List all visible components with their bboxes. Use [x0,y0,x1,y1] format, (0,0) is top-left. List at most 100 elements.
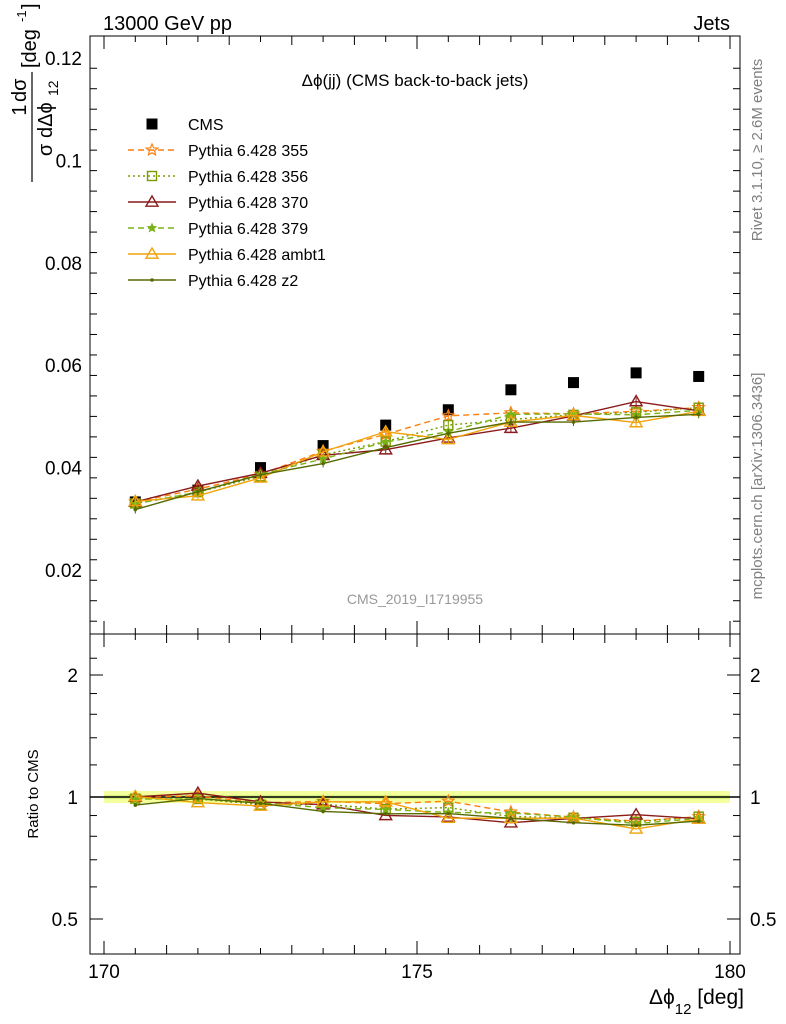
main-y-ticks: 0.02 0.04 0.06 0.08 0.1 0.12 [45,49,740,622]
series-marker [503,414,519,427]
energy-label: 13000 GeV pp [103,13,232,35]
ratio-marker [446,811,451,816]
legend: CMS Pythia 6.428 355 Pythia 6.428 356 Pythi… [128,117,326,290]
ratio-marker [383,812,388,816]
ratio-marker [628,821,644,834]
svg-text:-1: -1 [14,10,29,22]
ratio-marker [253,798,268,811]
x-tick-label: 180 [714,962,746,983]
data-point [630,367,642,379]
y-tick-label: 0.02 [45,561,82,582]
series-marker [383,445,388,450]
legend-marker [144,142,160,157]
series-marker [196,489,200,494]
series-line [135,409,699,505]
ratio-marker [378,794,393,807]
series-line [135,400,699,503]
main-series-group [128,367,706,514]
analysis-label: CMS_2019_I1719955 [347,591,483,607]
x-tick-label: 170 [88,962,120,983]
series-marker [571,420,576,424]
data-point [505,384,517,396]
legend-marker [146,222,158,233]
series-line [135,413,699,511]
ratio-marker [196,796,200,801]
ratio-marker [503,815,519,828]
y-tick-label: 0.12 [45,49,82,70]
series-marker [441,408,456,422]
x-ticks: 170 175 180 [88,36,746,983]
legend-label: Pythia 6.428 ambt1 [188,247,326,264]
series-marker [446,431,451,436]
legend-label: Pythia 6.428 356 [188,169,308,186]
series-marker [628,394,644,407]
legend-marker [146,170,158,182]
y-tick-label: 0.06 [45,356,82,377]
legend-label: CMS [188,117,224,134]
series-marker [503,420,519,434]
ratio-plot-frame [89,633,741,955]
series-marker [133,507,138,512]
svg-text:[deg: [deg [19,29,41,68]
ratio-tick-label-right: 2 [750,666,761,687]
svg-text:dΔϕ: dΔϕ [35,102,57,138]
ratio-tick-label: 2 [67,666,78,687]
series-marker [190,488,206,501]
data-point [693,370,705,382]
legend-marker [144,246,160,259]
legend-label: Pythia 6.428 379 [188,221,308,238]
y-tick-label: 0.04 [45,459,82,480]
series-line [135,406,699,503]
legend-marker [144,194,160,207]
series-marker [628,415,644,428]
ratio-marker [696,819,701,823]
ratio-marker [380,804,391,814]
x-tick-label: 175 [401,962,433,983]
ratio-marker [315,794,331,807]
ratio-marker [571,820,576,825]
x-axis-label: Δϕ12 [deg] [649,986,744,1018]
series-marker [378,424,393,437]
ratio-marker [133,803,138,807]
series-marker [315,444,331,457]
ratio-series-line [135,797,699,827]
rivet-version-label: Rivet 3.1.10, ≥ 2.6M events [749,59,766,242]
series-line [135,410,699,503]
y-axis-label: 1 dσ σ dΔϕ 12 [deg -1 ] [9,3,61,182]
legend-marker [146,118,158,130]
series-marker [258,472,263,477]
legend-label: Pythia 6.428 355 [188,143,308,160]
ratio-marker [441,793,456,808]
svg-text:dσ: dσ [9,78,31,102]
ratio-tick-label: 1 [67,788,78,809]
svg-text:]: ] [19,3,41,9]
process-label: Jets [693,13,730,35]
series-marker [634,415,638,420]
legend-label: Pythia 6.428 z2 [188,273,298,290]
plot-title: Δϕ(jj) (CMS back-to-back jets) [302,71,529,90]
ratio-marker [190,795,206,808]
ratio-marker [258,801,263,806]
legend-label: Pythia 6.428 370 [188,195,308,212]
mcplots-label: mcplots.cern.ch [arXiv:1306.3436] [749,373,766,600]
series-marker [441,432,456,445]
series-marker [509,420,513,424]
series-marker [321,461,325,466]
series-line [135,406,699,505]
ratio-tick-label-right: 1 [750,788,761,809]
ratio-tick-label: 0.5 [52,910,78,931]
svg-text:12: 12 [45,80,61,96]
svg-text:Δϕ12 [deg]: Δϕ12 [deg] [649,986,744,1018]
ratio-tick-label-right: 0.5 [750,910,776,931]
data-point [568,377,579,389]
ratio-marker [691,811,706,824]
ratio-series-group [128,785,706,834]
y-tick-label: 0.1 [56,151,82,172]
ratio-y-label: Ratio to CMS [25,749,42,838]
ratio-marker [441,810,456,824]
svg-text:1: 1 [9,104,31,115]
ratio-marker [321,809,325,814]
ratio-marker [128,789,143,802]
legend-marker [150,278,154,282]
